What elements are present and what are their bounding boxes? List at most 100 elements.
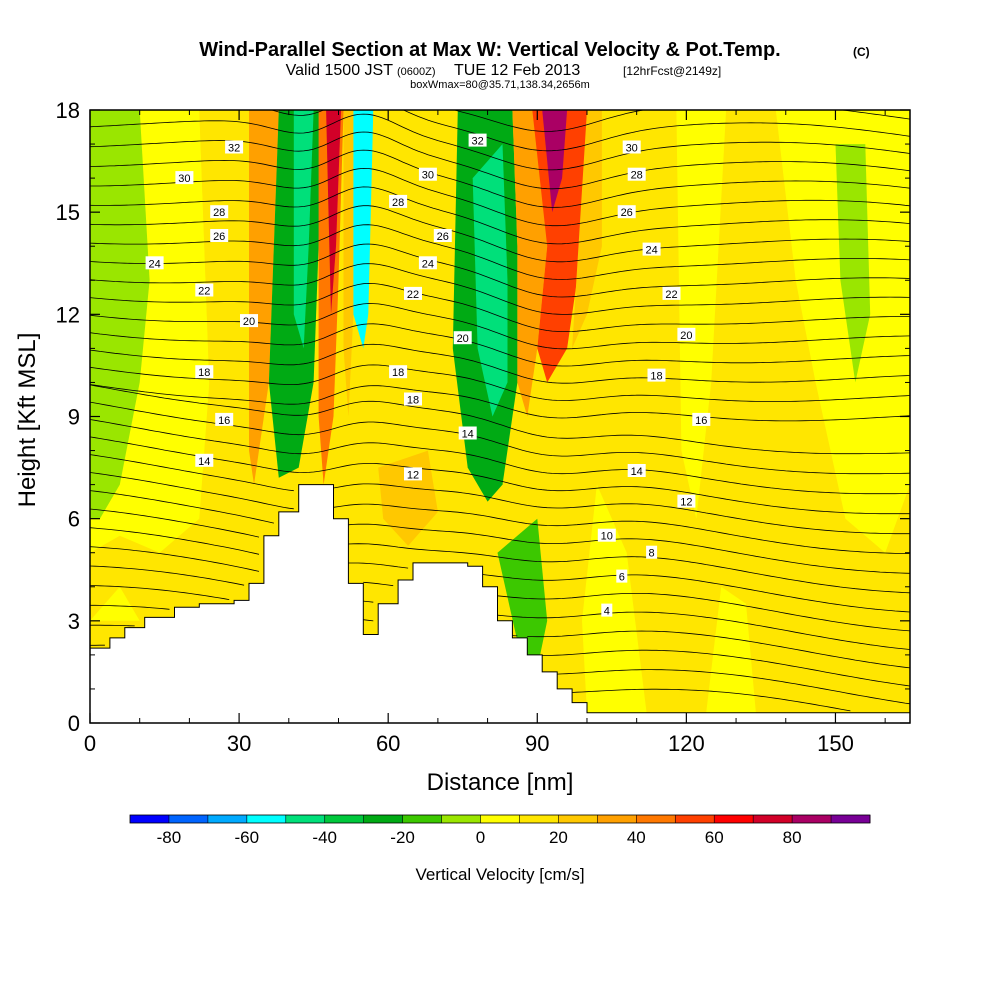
contour-label-box (647, 368, 666, 382)
contour-label: 14 (631, 466, 643, 478)
x-tick-label: 60 (376, 731, 400, 756)
contour-label-box (195, 283, 214, 297)
contour-label: 16 (218, 415, 230, 427)
subtitle-forecast: [12hrFcst@2149z] (623, 64, 721, 78)
theta-contour (90, 364, 910, 402)
contour-label-box (458, 426, 477, 440)
theta-contour (452, 110, 910, 132)
contour-label-box (662, 286, 681, 300)
axes: 0 30 60 90 120 150 0 3 6 9 12 15 18 (56, 98, 910, 756)
potential-temperature-contours (90, 110, 910, 712)
colorbar-label: Vertical Velocity [cm/s] (415, 865, 584, 884)
y-tick-label: 15 (56, 200, 80, 225)
theta-contour (90, 186, 910, 245)
contour-label: 18 (198, 367, 210, 379)
colorbar-swatch (246, 815, 287, 823)
colorbar-tick-label: 20 (549, 828, 568, 847)
y-tick-label: 18 (56, 98, 80, 123)
velocity-region-21 (835, 144, 871, 383)
y-tick-label: 0 (68, 711, 80, 736)
colorbar-tick-label: -80 (157, 828, 182, 847)
theta-contour (90, 624, 910, 705)
contour-label: 4 (604, 606, 610, 618)
x-tick-label: 90 (525, 731, 549, 756)
contour-label-box (210, 229, 229, 242)
velocity-region-11 (368, 110, 458, 536)
velocity-region-18 (572, 110, 602, 349)
contour-label-box (418, 256, 437, 270)
x-tick-label: 0 (84, 731, 96, 756)
contour-label: 16 (695, 415, 707, 427)
velocity-region-17 (542, 110, 568, 213)
subtitle-valid: Valid 1500 JST (286, 62, 394, 79)
velocity-region-9 (343, 110, 354, 417)
contour-label-box (404, 286, 422, 300)
contour-label: 30 (422, 170, 434, 182)
contour-label: 22 (407, 289, 419, 301)
contour-label-box (210, 205, 229, 219)
contour-label-box (389, 365, 408, 379)
colorbar-swatch (168, 815, 209, 823)
chart-title: Wind-Parallel Section at Max W: Vertical… (199, 39, 780, 61)
velocity-region-16 (532, 110, 587, 383)
theta-contour (90, 303, 910, 350)
colorbar-tick-label: -60 (235, 828, 260, 847)
contour-label: 20 (680, 330, 692, 342)
contour-label: 12 (407, 469, 419, 481)
theta-contour (90, 472, 910, 554)
x-tick-label: 150 (817, 731, 854, 756)
velocity-region-3 (199, 110, 249, 485)
colorbar-swatch (480, 815, 520, 823)
theta-contour (90, 243, 910, 298)
y-axis-label: Height [Kft MSL] (14, 333, 41, 508)
colorbar-swatch (285, 815, 326, 823)
contour-label: 20 (243, 316, 255, 328)
velocity-region-2 (90, 110, 150, 519)
colorbar-tick-label: 40 (627, 828, 646, 847)
velocity-region-4 (249, 110, 279, 485)
colorbar-tick-label: 80 (783, 828, 802, 847)
x-axis-label: Distance [nm] (427, 769, 574, 796)
theta-contour (90, 263, 910, 315)
theta-contour (90, 644, 851, 712)
contour-label: 18 (650, 371, 662, 383)
contour-label: 14 (198, 456, 210, 468)
contour-label: 20 (457, 333, 469, 345)
velocity-region-10 (353, 110, 374, 349)
theta-contour (90, 384, 910, 422)
y-tick-label: 3 (68, 609, 80, 634)
theta-contour (90, 205, 910, 263)
contour-label: 8 (649, 548, 655, 560)
contour-label: 24 (645, 245, 657, 257)
contour-label: 24 (148, 258, 160, 270)
theta-contour (270, 110, 910, 152)
contour-label: 32 (228, 143, 240, 155)
velocity-region-24 (706, 586, 756, 713)
contour-label-box (453, 331, 472, 345)
contour-label-box (692, 412, 711, 426)
theta-contour (90, 282, 910, 332)
colorbar: -80 -60 -40 -20 0 20 40 60 80 (129, 814, 871, 847)
contour-label-box (642, 242, 661, 256)
contour-label: 6 (619, 572, 625, 584)
colorbar-swatch (831, 815, 871, 823)
contour-label: 10 (601, 531, 613, 543)
contour-label: 28 (631, 170, 643, 182)
contour-label-box (433, 229, 452, 242)
contour-label-box (627, 167, 646, 181)
theta-contour (90, 527, 910, 613)
contour-label-box (404, 392, 422, 406)
theta-contour (90, 149, 910, 208)
contour-label: 28 (392, 197, 404, 209)
colorbar-swatch (402, 815, 443, 823)
colorbar-frame (129, 814, 871, 824)
subtitle-zulu: (0600Z) (397, 66, 436, 78)
terrain (90, 484, 910, 723)
theta-contour (90, 565, 910, 650)
chart-title-mark: (C) (853, 45, 870, 59)
contour-label-box (215, 412, 234, 426)
colorbar-tick-label: -40 (312, 828, 337, 847)
colorbar-swatch (130, 815, 170, 823)
theta-contour (90, 585, 910, 669)
velocity-region-12 (378, 450, 438, 546)
